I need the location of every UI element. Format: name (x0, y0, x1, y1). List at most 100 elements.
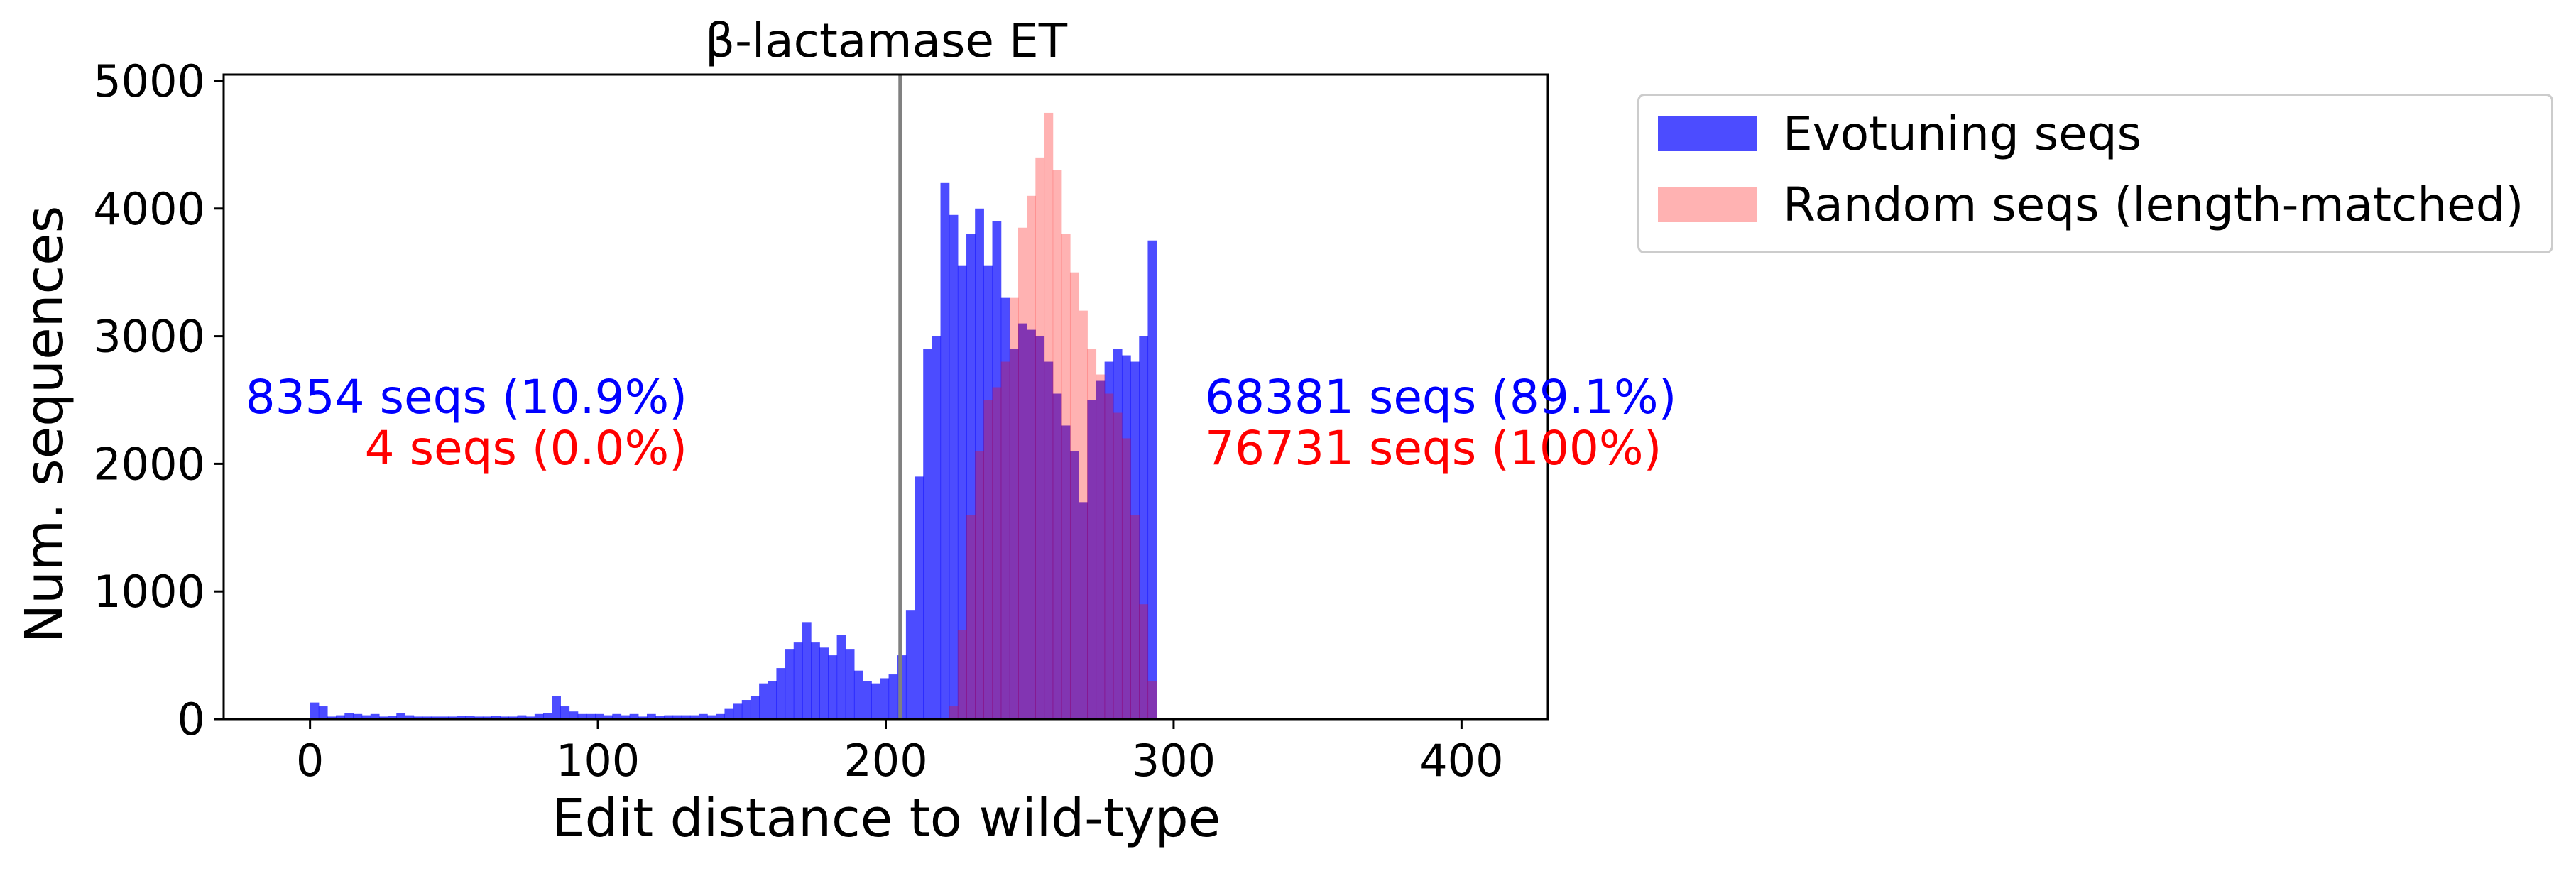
bar (707, 715, 716, 719)
x-tick-label: 200 (844, 735, 927, 787)
bar (785, 649, 795, 719)
bar (405, 715, 415, 719)
bar (1096, 380, 1106, 719)
bar (370, 713, 380, 719)
bar (612, 713, 622, 719)
bar (1121, 438, 1131, 719)
bar (646, 713, 656, 719)
bar (388, 716, 397, 719)
bar (716, 713, 726, 719)
chart-legend: Evotuning seqs Random seqs (length-match… (1637, 94, 2553, 253)
bar (750, 696, 760, 719)
bar (577, 713, 587, 719)
bar (1069, 451, 1079, 719)
bar (975, 208, 984, 719)
bar (1061, 425, 1071, 719)
bar (923, 349, 932, 719)
bar (871, 683, 880, 719)
bar (638, 716, 648, 719)
bar (465, 716, 475, 719)
bar (983, 265, 993, 719)
bar (819, 647, 829, 719)
bar (621, 715, 631, 719)
bar (811, 642, 820, 719)
bar (448, 716, 457, 719)
bar (1052, 170, 1062, 720)
x-tick-label: 400 (1419, 735, 1503, 787)
bar (482, 716, 492, 719)
bar (698, 713, 708, 719)
bar (508, 716, 518, 719)
y-tick-label: 0 (178, 694, 205, 745)
bar (413, 716, 423, 719)
bar (802, 622, 812, 719)
y-tick-label: 4000 (93, 183, 205, 235)
y-tick-label: 2000 (93, 438, 205, 490)
bar (327, 716, 337, 719)
bar (672, 715, 682, 719)
bar (1104, 393, 1114, 719)
bar (940, 182, 950, 720)
bar (655, 716, 665, 719)
bar (1027, 329, 1036, 720)
bar (664, 715, 674, 719)
x-tick-label: 0 (296, 735, 324, 787)
bar (1027, 195, 1036, 719)
bar (1000, 297, 1010, 719)
right-annotation-random: 76731 seqs (100%) (1205, 421, 1661, 476)
bar (378, 716, 388, 719)
bar (604, 715, 613, 719)
bar (353, 713, 363, 719)
bar (1079, 310, 1088, 719)
left-annotation-random: 4 seqs (0.0%) (365, 421, 687, 476)
bar (776, 668, 786, 719)
bar (1018, 323, 1027, 719)
y-axis-label: Num. sequences (14, 206, 75, 644)
bar (733, 703, 743, 719)
bar (793, 642, 803, 719)
y-tick-label: 1000 (93, 566, 205, 618)
bar (318, 706, 328, 719)
bar (1079, 502, 1088, 719)
legend-item-random: Random seqs (length-matched) (1658, 177, 2524, 232)
bar (491, 716, 501, 719)
bar (853, 670, 863, 719)
x-tick-label: 300 (1132, 735, 1216, 787)
bar (569, 711, 579, 719)
bar (1147, 681, 1157, 719)
bar (966, 515, 976, 719)
x-axis-ticks: 0 100 200 300 400 (296, 719, 1504, 787)
bar (957, 265, 967, 719)
y-axis-ticks: 0 1000 2000 3000 4000 5000 (93, 55, 224, 745)
bar (681, 715, 691, 719)
bar (1096, 374, 1106, 719)
y-tick-label: 5000 (93, 55, 205, 107)
series-random-bars (949, 112, 1157, 720)
bar (1069, 272, 1079, 719)
bar (500, 716, 509, 719)
bar (975, 451, 984, 719)
bar (422, 716, 432, 719)
x-axis-label: Edit distance to wild-type (552, 788, 1221, 849)
bar (741, 700, 751, 719)
bar (525, 716, 535, 719)
bar (336, 715, 345, 719)
bar (396, 713, 406, 719)
bar (1009, 297, 1019, 719)
bar (1130, 515, 1140, 719)
bar (1121, 355, 1131, 719)
bar (534, 713, 544, 719)
bar (1139, 604, 1149, 719)
bar (880, 678, 890, 719)
bar (949, 706, 959, 719)
bar (560, 706, 570, 719)
bar (1018, 227, 1027, 719)
bar (1035, 157, 1045, 719)
legend-label-random: Random seqs (length-matched) (1783, 177, 2524, 232)
bar (543, 713, 552, 719)
bar (759, 683, 768, 719)
bar (983, 400, 993, 719)
chart-title: β-lactamase ET (705, 13, 1068, 68)
bar (992, 221, 1002, 719)
